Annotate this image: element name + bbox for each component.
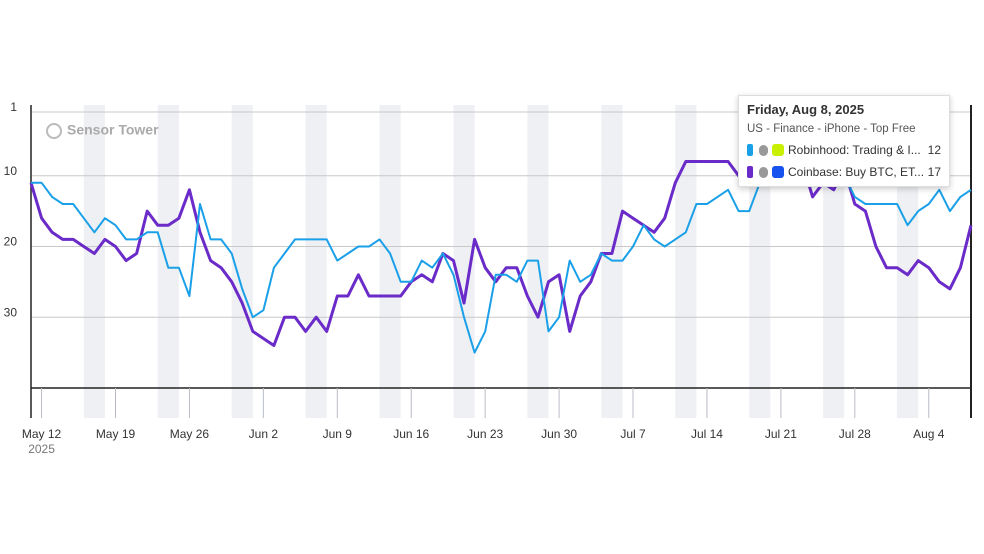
watermark: Sensor Tower (46, 122, 159, 139)
weekend-band (157, 105, 179, 418)
y-tick-label: 30 (4, 305, 18, 319)
series-swatch (747, 166, 753, 178)
x-tick-label: May 26 (170, 427, 210, 441)
tooltip-row: Coinbase: Buy BTC, ET... 17 (747, 165, 941, 179)
x-tick-label: Aug 4 (913, 427, 945, 441)
x-tick-label: Jun 9 (323, 427, 353, 441)
apple-icon (759, 166, 768, 178)
tooltip-row: Robinhood: Trading & I... 12 (747, 143, 941, 157)
weekend-band (305, 105, 327, 418)
y-tick-label: 20 (4, 235, 18, 249)
app-icon (772, 144, 784, 156)
weekend-band (379, 105, 401, 418)
watermark-icon (46, 123, 62, 139)
x-tick-label: Jun 16 (393, 427, 429, 441)
series-value: 12 (927, 143, 941, 157)
weekend-band (231, 105, 253, 418)
x-tick-label: May 12 (22, 427, 62, 441)
x-tick-label: Jul 28 (839, 427, 871, 441)
x-tick-label: Jun 23 (467, 427, 503, 441)
x-tick-label: Jul 14 (691, 427, 723, 441)
tooltip-subtitle: US - Finance - iPhone - Top Free (747, 123, 916, 135)
x-year-label: 2025 (28, 442, 55, 456)
series-name: Robinhood: Trading & I... (788, 143, 921, 157)
x-tick-label: Jul 21 (765, 427, 797, 441)
weekend-band (83, 105, 105, 418)
x-tick-label: Jun 2 (249, 427, 279, 441)
weekend-band (453, 105, 475, 418)
weekend-band (675, 105, 697, 418)
y-tick-label: 10 (4, 164, 18, 178)
x-tick-label: Jun 30 (541, 427, 577, 441)
y-tick-label: 1 (10, 100, 17, 114)
app-icon (772, 166, 784, 178)
apple-icon (759, 144, 768, 156)
watermark-text: Sensor Tower (67, 122, 159, 138)
series-name: Coinbase: Buy BTC, ET... (788, 165, 925, 179)
x-tick-label: May 19 (96, 427, 136, 441)
tooltip: Friday, Aug 8, 2025 US - Finance - iPhon… (738, 95, 950, 187)
x-tick-label: Jul 7 (620, 427, 646, 441)
tooltip-title: Friday, Aug 8, 2025 (747, 102, 865, 117)
series-value: 17 (927, 165, 941, 179)
series-swatch (747, 144, 753, 156)
